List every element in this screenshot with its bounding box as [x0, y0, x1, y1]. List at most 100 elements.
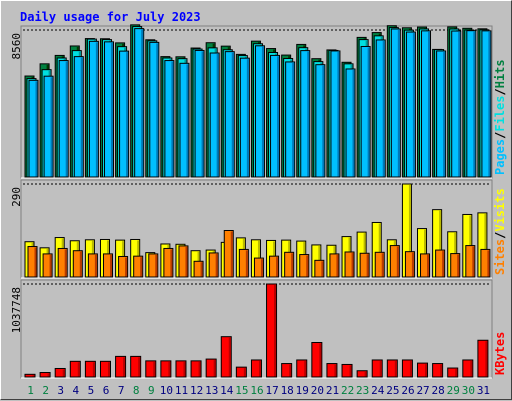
pages-files-hits-bar-pages-24: [375, 39, 386, 178]
pages-files-hits-bar-pages-17-fill: [270, 54, 281, 178]
kbytes-bar-kbytes-31-fill: [477, 339, 489, 378]
kbytes-bar-kbytes-3: [54, 367, 66, 378]
sites-visits-legend-visits: Visits: [493, 188, 507, 231]
sites-visits-bar-sites-7-fill: [118, 255, 129, 278]
pages-files-hits-bar-pages-19-fill: [300, 50, 311, 178]
sites-visits-bar-sites-1-fill: [27, 246, 38, 278]
pages-files-hits-bar-pages-4: [73, 56, 84, 178]
sites-visits-bar-sites-18: [284, 251, 295, 278]
pages-files-hits-bar-pages-3: [58, 60, 69, 178]
pages-files-hits-bar-pages-23-fill: [360, 45, 371, 178]
pages-files-hits-bar-pages-11: [179, 62, 190, 178]
kbytes-bar-kbytes-18: [281, 363, 293, 378]
kbytes-bar-kbytes-6-fill: [99, 360, 111, 378]
sites-visits-bar-sites-28: [435, 249, 446, 278]
kbytes-bar-kbytes-11: [175, 360, 187, 378]
kbytes-bar-kbytes-30-fill: [462, 359, 474, 378]
kbytes-bar-kbytes-25-fill: [386, 359, 398, 378]
kbytes-bar-kbytes-27-fill: [417, 362, 429, 378]
day-label-5: 5: [88, 384, 95, 397]
kbytes-bar-kbytes-5-fill: [84, 360, 96, 378]
sites-visits-bar-sites-24-fill: [374, 251, 385, 278]
day-label-2: 2: [42, 384, 49, 397]
kbytes-bar-kbytes-19: [296, 359, 308, 378]
sites-visits-bar-sites-8-fill: [133, 255, 144, 278]
pages-files-hits-bar-pages-14-fill: [224, 51, 235, 178]
kbytes-bar-kbytes-19-fill: [296, 359, 308, 378]
pages-files-hits-bar-pages-14: [224, 51, 235, 178]
pages-files-hits-bar-pages-9-fill: [149, 41, 160, 178]
sites-visits-bar-sites-29-fill: [450, 253, 461, 278]
pages-files-hits-bar-pages-20-fill: [315, 64, 326, 178]
pages-files-hits-bar-pages-20: [315, 64, 326, 178]
pages-files-hits-bar-pages-21: [330, 50, 341, 178]
sites-visits-bar-sites-15: [238, 248, 249, 278]
pages-files-hits-bar-pages-12: [194, 49, 205, 178]
sites-visits-bar-sites-13-fill: [208, 252, 219, 278]
pages-files-hits-bar-pages-3-fill: [58, 60, 69, 178]
sites-visits-bar-sites-11-fill: [178, 245, 189, 278]
sites-visits-bar-sites-2: [42, 253, 53, 278]
sites-visits-bar-sites-6: [102, 253, 113, 278]
pages-files-hits-bar-pages-29-fill: [451, 30, 462, 178]
pages-files-hits-bar-pages-26-fill: [405, 31, 416, 178]
day-label-30: 30: [462, 384, 475, 397]
pages-files-hits-bar-pages-6: [103, 41, 114, 178]
pages-files-hits-bar-pages-27: [421, 30, 432, 178]
day-label-21: 21: [326, 384, 339, 397]
kbytes-bar-kbytes-27: [417, 362, 429, 378]
sites-visits-bar-sites-27: [420, 253, 431, 278]
kbytes-bar-kbytes-29-fill: [447, 367, 459, 378]
kbytes-legend-kbytes: KBytes: [493, 332, 507, 375]
kbytes-bar-kbytes-8-fill: [130, 355, 142, 378]
day-label-23: 23: [356, 384, 369, 397]
kbytes-bar-kbytes-10: [160, 360, 172, 378]
day-label-31: 31: [477, 384, 490, 397]
day-label-24: 24: [371, 384, 385, 397]
sites-visits-bar-sites-25-fill: [389, 245, 400, 278]
kbytes-bar-kbytes-3-fill: [54, 367, 66, 378]
pages-files-hits-legend-hits: Hits: [493, 59, 507, 88]
kbytes-bar-kbytes-25: [386, 359, 398, 378]
pages-files-hits-legend-pages: Pages: [493, 139, 507, 175]
kbytes-bar-kbytes-20: [311, 341, 323, 378]
plots: 8560Pages/Files/Hits290Sites/Visits10377…: [10, 24, 507, 397]
sites-visits-bar-sites-2-fill: [42, 253, 53, 278]
sites-visits-bar-sites-16-fill: [253, 257, 264, 278]
pages-files-hits-bar-pages-18-fill: [285, 61, 296, 178]
kbytes-bar-kbytes-8: [130, 355, 142, 378]
day-label-18: 18: [281, 384, 294, 397]
pages-files-hits-bar-pages-25-fill: [390, 28, 401, 178]
day-label-19: 19: [296, 384, 309, 397]
sites-visits-bar-sites-28-fill: [435, 249, 446, 278]
sites-visits-bar-sites-8: [133, 255, 144, 278]
sites-visits-bar-sites-26: [404, 251, 415, 278]
sites-visits-ymax-label: 290: [10, 187, 23, 207]
day-label-1: 1: [27, 384, 34, 397]
pages-files-hits-legend-separator: /: [493, 132, 507, 139]
pages-files-hits-bar-pages-21-fill: [330, 50, 341, 178]
day-label-15: 15: [235, 384, 248, 397]
sites-visits-bar-sites-11: [178, 245, 189, 278]
kbytes-bar-kbytes-7: [115, 355, 127, 378]
pages-files-hits-bar-pages-27-fill: [421, 30, 432, 178]
pages-files-hits-bar-pages-23: [360, 45, 371, 178]
kbytes-bar-kbytes-2: [39, 372, 51, 378]
pages-files-hits-bar-pages-25: [390, 28, 401, 178]
sites-visits-bar-sites-17: [269, 255, 280, 278]
day-label-17: 17: [265, 384, 278, 397]
day-label-6: 6: [103, 384, 110, 397]
sites-visits-bar-sites-31-fill: [480, 248, 491, 278]
kbytes-bar-kbytes-30: [462, 359, 474, 378]
kbytes-ymax-label: 1037748: [10, 287, 23, 333]
kbytes-bar-kbytes-4: [69, 360, 81, 378]
pages-files-hits-bar-pages-30-fill: [466, 30, 477, 178]
pages-files-hits-bar-pages-6-fill: [103, 41, 114, 178]
sites-visits-legend: Sites/Visits: [493, 188, 507, 275]
kbytes-bar-kbytes-23-fill: [356, 370, 368, 378]
kbytes-bar-kbytes-28-fill: [432, 363, 444, 378]
kbytes-bar-kbytes-29: [447, 367, 459, 378]
pages-files-hits-bar-pages-4-fill: [73, 56, 84, 178]
pages-files-hits-bar-pages-16: [254, 45, 265, 178]
